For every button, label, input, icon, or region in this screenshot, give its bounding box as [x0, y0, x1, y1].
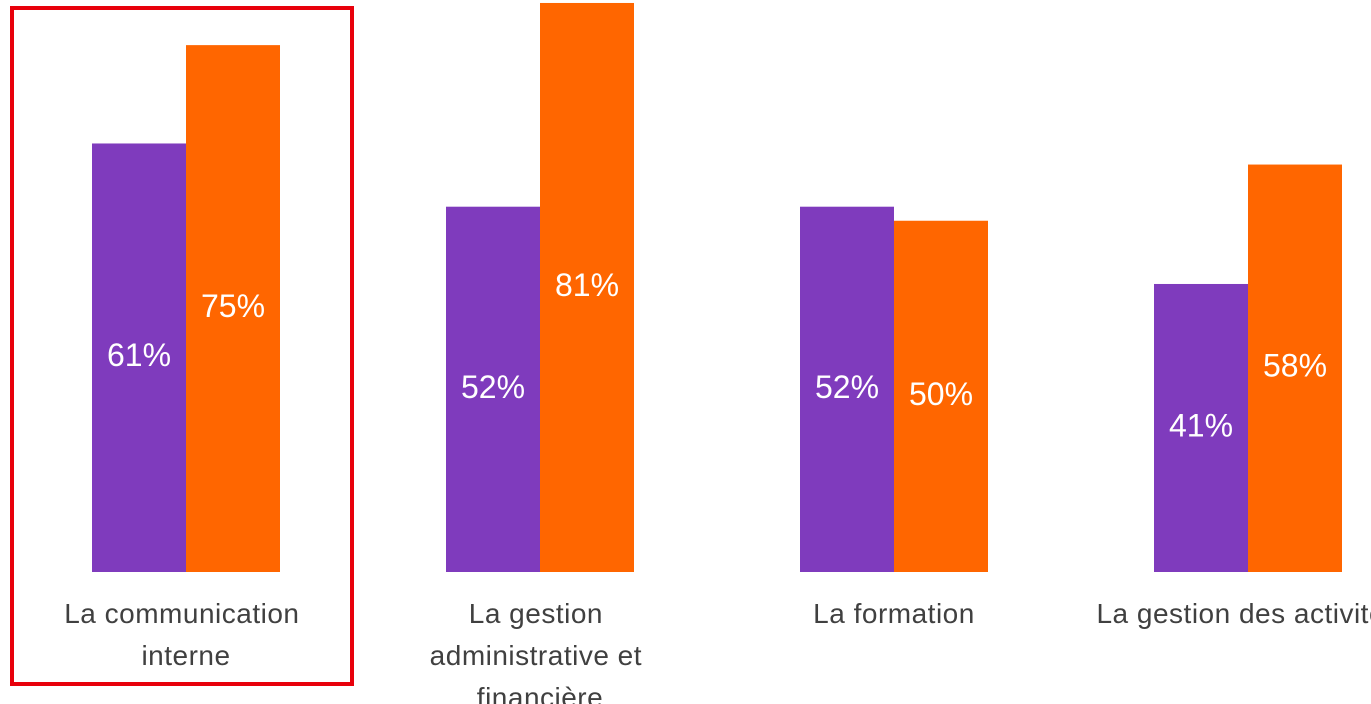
bar — [186, 45, 280, 572]
bar — [1154, 283, 1248, 572]
value-label: 75% — [201, 288, 265, 324]
category-label: La formation — [813, 598, 975, 629]
category-label: La communication interne — [64, 598, 308, 671]
bar — [800, 206, 894, 572]
bar — [540, 2, 634, 573]
bar — [894, 220, 988, 572]
value-label: 58% — [1263, 348, 1327, 384]
bar — [446, 206, 540, 572]
bar — [1248, 164, 1342, 573]
value-label: 52% — [461, 369, 525, 405]
category-label: La gestion administrative et financière — [430, 598, 651, 704]
value-label: 61% — [107, 337, 171, 373]
highlight-box — [10, 6, 354, 686]
value-label: 52% — [815, 369, 879, 405]
bar — [92, 143, 186, 572]
value-label: 50% — [909, 376, 973, 412]
value-label: 81% — [555, 267, 619, 303]
value-label: 41% — [1169, 407, 1233, 443]
category-label: La gestion des activités — [1096, 598, 1371, 629]
